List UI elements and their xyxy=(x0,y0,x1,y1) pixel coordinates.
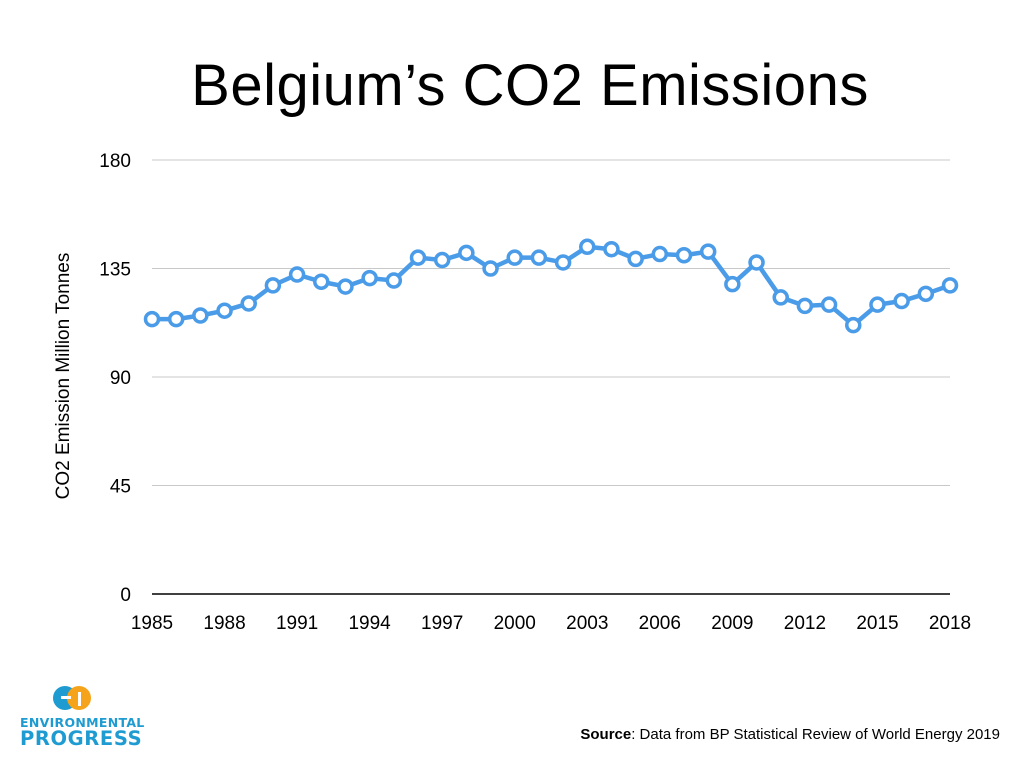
y-tick-label: 135 xyxy=(99,260,131,281)
y-tick-label: 45 xyxy=(110,477,131,498)
data-point-1994 xyxy=(361,269,378,287)
ep-logo-icon xyxy=(53,686,91,710)
x-tick-label: 2000 xyxy=(494,613,536,634)
y-tick-labels: 0 45 90 135 180 xyxy=(99,151,131,606)
data-point-2002 xyxy=(554,254,572,271)
data-point-2012 xyxy=(796,297,814,315)
data-point-1988 xyxy=(216,302,233,319)
y-tick-label: 180 xyxy=(99,151,131,172)
data-point-1997 xyxy=(433,251,451,269)
chart-title: Belgium’s CO2 Emissions xyxy=(191,53,869,118)
data-point-1993 xyxy=(337,278,354,295)
data-point-2013 xyxy=(820,296,838,313)
data-point-2006 xyxy=(651,245,669,263)
data-point-2015 xyxy=(869,296,886,313)
data-point-1995 xyxy=(385,272,403,289)
y-tick-label: 90 xyxy=(110,368,131,389)
data-point-2005 xyxy=(627,250,644,268)
source-text: : Data from BP Statistical Review of Wor… xyxy=(631,726,1000,743)
logo-text-line1: ENVIRONMENTAL xyxy=(20,715,145,730)
y-axis-label: CO2 Emission Million Tonnes xyxy=(53,253,74,500)
x-tick-label: 1994 xyxy=(348,613,391,634)
data-point-1987 xyxy=(192,307,209,324)
data-point-2008 xyxy=(699,243,717,260)
data-point-1998 xyxy=(458,244,475,262)
source-note: Source: Data from BP Statistical Review … xyxy=(580,726,1000,743)
data-point-2000 xyxy=(506,249,523,266)
y-tick-label: 0 xyxy=(120,585,131,606)
x-tick-label: 1985 xyxy=(131,613,173,634)
data-point-2018 xyxy=(941,277,959,294)
data-point-2009 xyxy=(724,275,741,293)
data-point-2004 xyxy=(603,240,620,258)
data-point-1990 xyxy=(264,277,282,294)
x-tick-label: 2006 xyxy=(639,613,681,634)
source-label: Source xyxy=(580,726,632,743)
series-group xyxy=(143,238,959,334)
data-point-1985 xyxy=(143,310,161,328)
environmental-progress-logo: ENVIRONMENTAL PROGRESS xyxy=(20,684,144,754)
x-tick-label: 2015 xyxy=(856,613,898,634)
x-tick-label: 2003 xyxy=(566,613,608,634)
data-point-1996 xyxy=(409,249,427,266)
data-point-1999 xyxy=(482,260,499,277)
x-tick-label: 2012 xyxy=(784,613,826,634)
x-tick-label: 1991 xyxy=(276,613,318,634)
data-point-2011 xyxy=(772,289,789,306)
x-tick-label: 1997 xyxy=(421,613,463,634)
x-tick-label: 2009 xyxy=(711,613,753,634)
data-point-2016 xyxy=(893,292,910,310)
data-point-1986 xyxy=(167,310,185,328)
gridlines xyxy=(152,159,950,595)
data-point-1992 xyxy=(313,273,330,291)
data-point-2017 xyxy=(917,285,935,303)
data-point-2003 xyxy=(579,238,596,256)
series-line xyxy=(152,244,951,328)
x-tick-labels: 1985 1988 1991 1994 1997 2000 2003 2006 2009 2012… xyxy=(131,613,971,634)
line-chart: 0 45 90 135 180 1985 1988 1991 1994 1997 2000 2003… xyxy=(53,151,971,634)
logo-text-line2: PROGRESS xyxy=(20,727,143,750)
data-point-2010 xyxy=(748,254,765,271)
data-point-2007 xyxy=(675,246,693,264)
x-tick-label: 2018 xyxy=(929,613,971,634)
data-point-2001 xyxy=(530,249,548,266)
data-point-2014 xyxy=(845,316,862,334)
x-tick-label: 1988 xyxy=(203,613,245,634)
data-point-1991 xyxy=(288,266,306,283)
data-point-1989 xyxy=(240,295,257,312)
